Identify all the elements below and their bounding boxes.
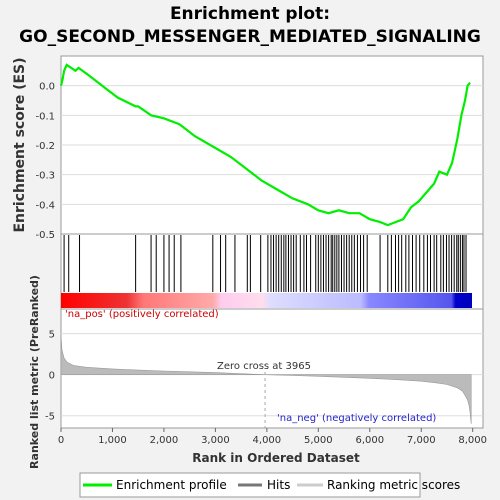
es-y-tick-label: -0.1 — [35, 111, 55, 122]
metric-panel — [60, 308, 484, 429]
x-tick-label: 0 — [58, 435, 64, 446]
x-tick-label: 4,000 — [253, 435, 282, 446]
x-tick-label: 6,000 — [355, 435, 384, 446]
legend-label-metric: Ranking metric scores — [327, 478, 460, 492]
metric-area — [60, 335, 472, 424]
x-tick-label: 8,000 — [458, 435, 487, 446]
metric-y-tick-label: 0 — [49, 371, 55, 382]
legend-label-hits: Hits — [267, 478, 290, 492]
metric-y-ticks: 5 0 -5 — [45, 330, 55, 423]
rank-color-bar — [61, 293, 472, 308]
x-axis-label: Rank in Ordered Dataset — [192, 451, 360, 465]
legend-label-es: Enrichment profile — [116, 478, 227, 492]
es-y-tick-label: -0.2 — [35, 141, 55, 152]
es-y-axis-label: Enrichment score (ES) — [12, 57, 28, 232]
x-tick-label: 3,000 — [201, 435, 230, 446]
x-tick-label: 2,000 — [150, 435, 179, 446]
x-ticks: 0 1,000 2,000 3,000 4,000 5,000 6,000 7,000 8,00… — [58, 428, 487, 446]
chart-title-line1: Enrichment plot: — [169, 4, 331, 24]
x-tick-label: 7,000 — [407, 435, 436, 446]
es-profile-line — [59, 63, 471, 227]
metric-y-tick-label: 5 — [49, 330, 55, 341]
es-y-tick-label: -0.4 — [35, 200, 55, 211]
pos-label: 'na_pos' (positively correlated) — [65, 309, 219, 320]
es-y-tick-label: -0.5 — [35, 230, 55, 241]
zero-cross-label: Zero cross at 3965 — [217, 361, 311, 372]
es-y-ticks: 0.0 -0.1 -0.2 -0.3 -0.4 -0.5 — [35, 82, 55, 241]
es-y-tick-label: 0.0 — [39, 82, 55, 93]
es-y-tick-label: -0.3 — [35, 171, 55, 182]
x-tick-label: 1,000 — [98, 435, 127, 446]
x-tick-label: 5,000 — [304, 435, 333, 446]
chart-title-line2: GO_SECOND_MESSENGER_MEDIATED_SIGNALING — [19, 27, 481, 47]
neg-label: 'na_neg' (negatively correlated) — [277, 413, 436, 424]
metric-y-tick-label: -5 — [45, 412, 55, 423]
metric-y-axis-label: Ranked list metric (PreRanked) — [28, 275, 41, 469]
hits-marks — [63, 235, 467, 292]
